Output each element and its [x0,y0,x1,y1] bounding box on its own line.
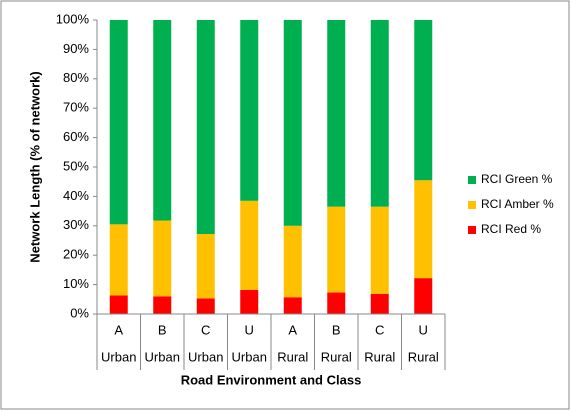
bar-segment [327,292,346,314]
legend-label: RCI Green % [481,172,553,186]
x-tick-label: U [419,322,428,337]
bar-segment [196,234,215,299]
x-axis-title: Road Environment and Class [181,372,362,387]
y-tick-label: 30% [63,217,89,232]
bar-segment [327,20,346,207]
x-group-label: Urban [145,349,180,364]
bar-segment [153,296,172,314]
bar-segment [240,289,259,314]
y-tick-label: 0% [70,305,89,320]
bar-segment [327,206,346,293]
bar-segment [240,200,259,290]
bar-segment [240,20,259,201]
legend-swatch [468,226,476,234]
legend-swatch [468,201,476,209]
bar-segment [414,20,433,181]
bar-segment [414,180,433,279]
bar-segment [153,220,172,297]
bar-segment [283,297,302,314]
x-tick-label: C [375,322,384,337]
bar-segment [109,295,128,314]
y-tick-label: 90% [63,41,89,56]
x-tick-label: B [158,322,167,337]
y-tick-label: 40% [63,188,89,203]
x-group-label: Rural [408,349,439,364]
bar-segment [153,20,172,221]
x-group-label: Rural [277,349,308,364]
bar-segment [283,20,302,226]
y-tick-label: 100% [56,11,90,26]
x-group-label: Rural [321,349,352,364]
bar-segment [370,206,389,295]
y-tick-label: 10% [63,276,89,291]
y-tick-label: 80% [63,70,89,85]
bar-segment [109,20,128,225]
x-group-label: Rural [364,349,395,364]
x-tick-label: C [201,322,210,337]
x-tick-label: A [288,322,297,337]
x-tick-label: A [114,322,123,337]
bar-segment [370,20,389,207]
bar-segment [196,298,215,314]
x-tick-label: U [245,322,254,337]
legend-label: RCI Red % [481,222,541,236]
bar-segment [196,20,215,235]
x-group-label: Urban [188,349,223,364]
x-tick-label: B [332,322,341,337]
bar-segment [283,225,302,298]
y-tick-label: 60% [63,129,89,144]
bar-segment [370,294,389,314]
y-axis-title: Network Length (% of network) [27,71,42,262]
y-tick-label: 70% [63,100,89,115]
y-tick-label: 20% [63,247,89,262]
legend-label: RCI Amber % [481,197,554,211]
x-group-label: Urban [232,349,267,364]
bar-segment [414,278,433,314]
y-tick-label: 50% [63,158,89,173]
legend-swatch [468,176,476,184]
x-group-label: Urban [101,349,136,364]
bar-segment [109,224,128,296]
